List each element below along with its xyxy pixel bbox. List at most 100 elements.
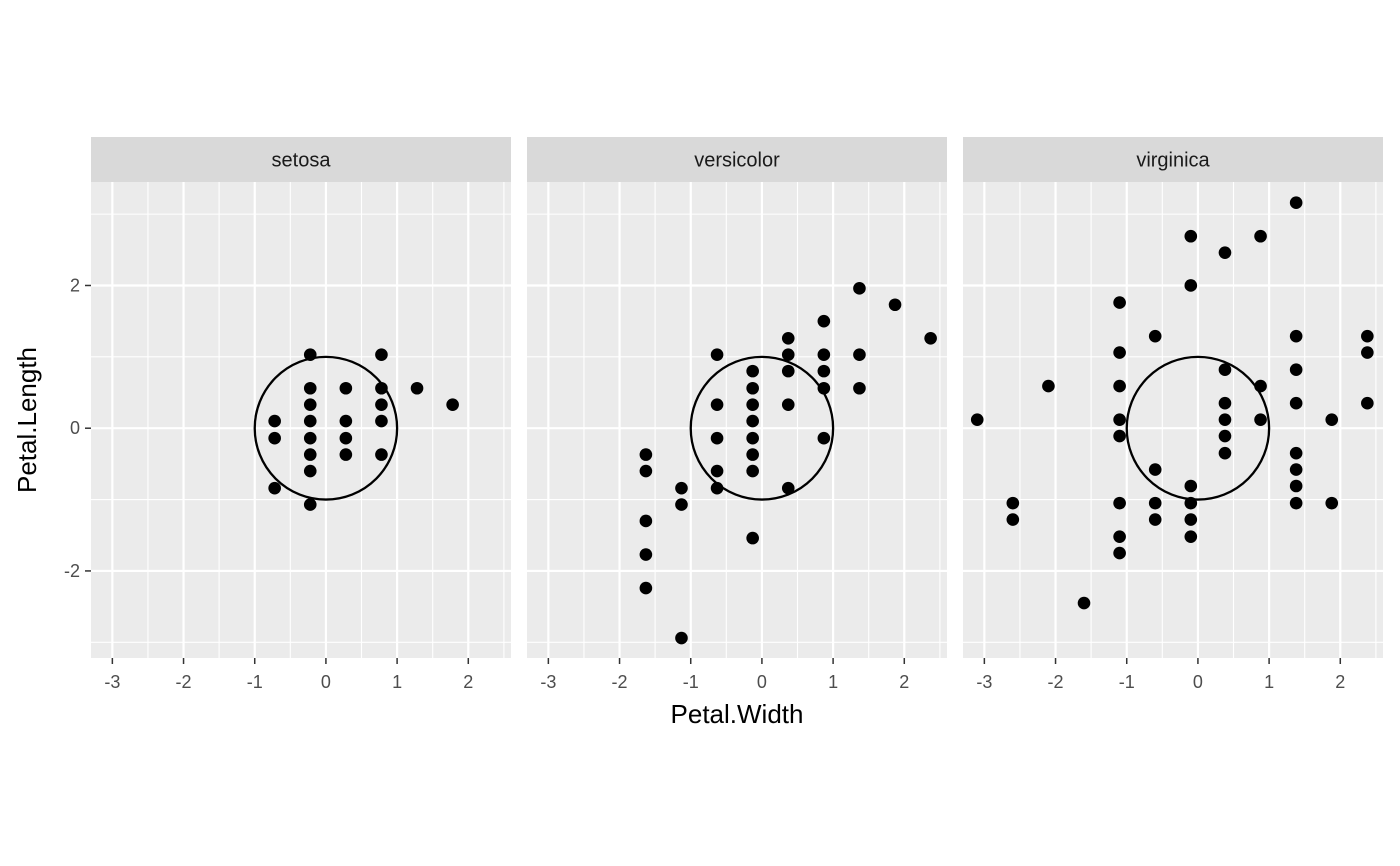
facet-strip-virginica: [963, 137, 1383, 182]
x-tick-label: 2: [1335, 672, 1345, 692]
data-point: [1184, 530, 1198, 543]
data-point: [639, 514, 653, 528]
data-point: [710, 431, 724, 445]
data-point: [1148, 513, 1162, 526]
data-point: [1289, 196, 1303, 209]
data-point: [1325, 496, 1339, 510]
unit-circle: [689, 355, 835, 501]
data-point: [817, 381, 831, 395]
data-point: [1113, 496, 1126, 510]
data-point: [746, 531, 759, 545]
data-point: [781, 348, 795, 362]
data-point: [639, 464, 653, 478]
y-tick-label: -2: [64, 561, 80, 581]
data-point: [339, 448, 353, 461]
data-point: [1325, 413, 1339, 426]
facet-label-setosa: setosa: [272, 150, 332, 172]
data-point: [853, 282, 866, 295]
data-point: [268, 431, 281, 445]
data-point: [1218, 363, 1232, 376]
data-point: [1254, 229, 1267, 243]
data-point: [675, 498, 688, 511]
facet-strip-setosa: [91, 137, 511, 182]
data-point: [746, 414, 759, 428]
data-point: [1113, 379, 1126, 393]
x-tick-label: -3: [976, 672, 992, 692]
x-tick-label: 2: [463, 672, 473, 692]
data-point: [817, 431, 831, 445]
data-point: [446, 398, 459, 411]
data-point: [1006, 496, 1020, 510]
data-point: [675, 481, 688, 495]
data-point: [1361, 329, 1374, 343]
data-point: [1184, 229, 1198, 243]
data-point: [781, 481, 795, 495]
data-point: [303, 448, 317, 461]
data-point: [1289, 396, 1303, 410]
data-point: [1289, 363, 1303, 376]
data-point: [639, 581, 653, 595]
data-point: [303, 431, 317, 445]
data-point: [1218, 246, 1232, 259]
x-tick-label: 0: [757, 672, 767, 692]
data-point: [1289, 479, 1303, 493]
data-point: [268, 414, 281, 428]
x-tick-label: 0: [321, 672, 331, 692]
data-point: [781, 331, 795, 345]
x-tick-label: -3: [540, 672, 556, 692]
y-axis-title: Petal.Length: [12, 347, 42, 493]
data-point: [639, 448, 653, 461]
data-point: [339, 431, 353, 445]
facet-label-virginica: virginica: [1136, 150, 1210, 172]
panel-background-versicolor: [527, 182, 947, 658]
data-point: [746, 431, 759, 445]
data-point: [888, 298, 902, 312]
data-point: [970, 413, 984, 426]
data-point: [710, 464, 724, 478]
x-tick-label: -1: [247, 672, 263, 692]
x-tick-label: -1: [1119, 672, 1135, 692]
data-point: [781, 364, 795, 378]
panel-background-virginica: [963, 182, 1383, 658]
data-point: [1184, 513, 1198, 526]
data-point: [1289, 496, 1303, 510]
data-point: [746, 381, 759, 395]
data-point: [746, 364, 759, 378]
y-tick-label: 0: [70, 418, 80, 438]
facet-label-versicolor: versicolor: [694, 150, 780, 172]
data-point: [375, 398, 388, 411]
data-point: [746, 448, 759, 461]
data-point: [746, 464, 759, 478]
data-point: [781, 398, 795, 411]
data-point: [1113, 346, 1126, 359]
data-point: [303, 381, 317, 395]
data-point: [268, 481, 281, 495]
data-point: [339, 414, 353, 428]
data-point: [1218, 446, 1232, 460]
data-point: [339, 381, 353, 395]
data-point: [1184, 479, 1198, 493]
data-point: [817, 314, 831, 328]
data-point: [1148, 329, 1162, 343]
data-point: [1113, 546, 1126, 560]
x-tick-label: -2: [176, 672, 192, 692]
x-axis-title: Petal.Width: [671, 699, 804, 729]
x-tick-label: 2: [899, 672, 909, 692]
data-point: [817, 348, 831, 362]
x-tick-label: 0: [1193, 672, 1203, 692]
data-point: [1077, 596, 1091, 610]
data-point: [375, 414, 388, 428]
data-point: [1148, 496, 1162, 510]
data-point: [303, 498, 317, 511]
x-tick-label: 1: [1264, 672, 1274, 692]
data-point: [1361, 396, 1374, 410]
data-point: [375, 381, 388, 395]
x-tick-label: -1: [683, 672, 699, 692]
unit-circle: [253, 355, 399, 501]
y-tick-label: 2: [70, 275, 80, 295]
data-point: [1042, 379, 1055, 393]
x-tick-label: -3: [104, 672, 120, 692]
data-point: [303, 414, 317, 428]
data-point: [675, 631, 688, 645]
